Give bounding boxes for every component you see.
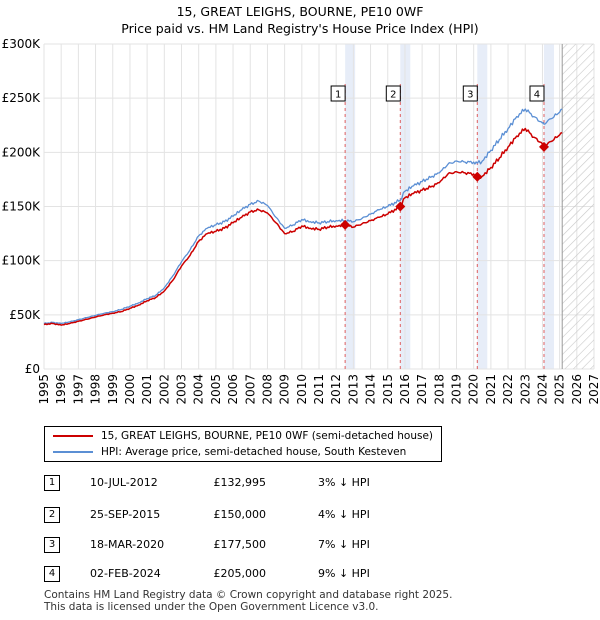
x-tick-label: 2001 <box>140 374 154 405</box>
transaction-number: 4 <box>44 566 60 582</box>
x-tick-label: 2002 <box>157 374 171 405</box>
y-axis-labels: £0 £50K £100K £150K £200K £250K £300K <box>2 37 42 376</box>
x-tick-label: 2016 <box>398 374 412 405</box>
x-tick-label: 2005 <box>209 374 223 405</box>
x-tick-label: 1996 <box>54 374 68 405</box>
x-tick-label: 2014 <box>364 374 378 405</box>
transaction-price: £205,000 <box>213 567 267 580</box>
x-tick-label: 2019 <box>450 374 464 405</box>
chart-title: 15, GREAT LEIGHS, BOURNE, PE10 0WF Price… <box>0 3 600 37</box>
transaction-date: 02-FEB-2024 <box>90 567 161 580</box>
transaction-price: £177,500 <box>213 538 267 551</box>
x-tick-label: 2009 <box>278 374 292 405</box>
transaction-date: 18-MAR-2020 <box>90 538 165 551</box>
x-tick-label: 1998 <box>89 374 103 405</box>
subtitle-line: Price paid vs. HM Land Registry's House … <box>121 21 479 36</box>
event-label-box <box>462 85 478 102</box>
event-marker <box>472 171 483 182</box>
x-tick-label: 2000 <box>123 374 137 405</box>
event-label-text: 3 <box>467 90 473 101</box>
event-marker <box>538 141 549 152</box>
legend-label-hpi: HPI: Average price, semi-detached house,… <box>101 446 407 458</box>
transaction-hpi-diff: 9% ↓ HPI <box>318 567 370 580</box>
event-markers <box>340 141 549 230</box>
y-tick-label: £100K <box>2 254 42 268</box>
footer-line: This data is licensed under the Open Gov… <box>44 601 379 613</box>
transaction-price: £132,995 <box>213 476 267 489</box>
legend-label-property: 15, GREAT LEIGHS, BOURNE, PE10 0WF (semi… <box>101 430 433 442</box>
event-label-text: 4 <box>534 90 540 101</box>
y-tick-label: £300K <box>2 37 42 51</box>
y-tick-label: £0 <box>25 362 40 376</box>
x-tick-label: 2003 <box>175 374 189 405</box>
x-tick-label: 2015 <box>381 374 395 405</box>
event-label-text: 2 <box>390 90 396 101</box>
transaction-date: 10-JUL-2012 <box>90 476 158 489</box>
legend-swatch-property <box>53 435 93 437</box>
x-tick-label: 2010 <box>295 374 309 405</box>
x-tick-label: 2007 <box>243 374 257 405</box>
price-chart: 1 2 3 4 1995 1996 1997 1998 1999 2000 2001 2002 200… <box>2 37 600 405</box>
legend-item-property: 15, GREAT LEIGHS, BOURNE, PE10 0WF (semi… <box>45 428 433 444</box>
event-lines <box>344 44 563 369</box>
x-tick-label: 2026 <box>570 374 584 405</box>
x-tick-label: 2004 <box>192 374 206 405</box>
x-tick-label: 2020 <box>467 374 481 405</box>
transaction-number: 2 <box>44 507 60 523</box>
x-tick-label: 2017 <box>415 374 429 405</box>
event-marker <box>395 201 406 212</box>
x-tick-label: 1997 <box>71 374 85 405</box>
table-row: 3 18-MAR-2020 £177,500 7% ↓ HPI <box>0 537 600 555</box>
x-tick-label: 2025 <box>553 374 567 405</box>
event-marker <box>340 219 351 230</box>
forecast-hatch-area <box>562 44 594 369</box>
table-row: 1 10-JUL-2012 £132,995 3% ↓ HPI <box>0 475 600 493</box>
footer: Contains HM Land Registry data © Crown c… <box>44 589 452 613</box>
x-tick-label: 2006 <box>226 374 240 405</box>
x-tick-label: 2024 <box>535 374 549 405</box>
x-tick-label: 2013 <box>346 374 360 405</box>
x-tick-label: 2012 <box>329 374 343 405</box>
x-tick-label: 2021 <box>484 374 498 405</box>
title-line: 15, GREAT LEIGHS, BOURNE, PE10 0WF <box>176 4 424 19</box>
legend: 15, GREAT LEIGHS, BOURNE, PE10 0WF (semi… <box>44 426 442 462</box>
legend-item-hpi: HPI: Average price, semi-detached house,… <box>45 444 406 460</box>
x-tick-label: 1995 <box>37 374 51 405</box>
x-tick-label: 2022 <box>501 374 515 405</box>
event-labels: 1 2 3 4 <box>330 85 545 102</box>
y-tick-label: £200K <box>2 145 42 159</box>
y-tick-label: £150K <box>2 200 42 214</box>
transaction-number: 3 <box>44 537 60 553</box>
x-axis-labels: 1995 1996 1997 1998 1999 2000 2001 2002 2003 2004… <box>37 374 600 405</box>
x-tick-label: 2023 <box>518 374 532 405</box>
transaction-price: £150,000 <box>213 508 267 521</box>
transaction-number: 1 <box>44 475 60 491</box>
event-label-box <box>385 85 401 102</box>
transaction-hpi-diff: 4% ↓ HPI <box>318 508 370 521</box>
legend-swatch-hpi <box>53 451 93 453</box>
x-tick-label: 2008 <box>260 374 274 405</box>
transaction-hpi-diff: 7% ↓ HPI <box>318 538 370 551</box>
transaction-date: 25-SEP-2015 <box>90 508 161 521</box>
x-tick-label: 2011 <box>312 374 326 405</box>
series-line-hpi <box>43 108 563 325</box>
footer-line: Contains HM Land Registry data © Crown c… <box>44 589 453 601</box>
event-label-box <box>330 85 346 102</box>
x-tick-label: 1999 <box>106 374 120 405</box>
event-label-box <box>529 85 545 102</box>
transaction-hpi-diff: 3% ↓ HPI <box>318 476 370 489</box>
y-tick-label: £50K <box>9 308 41 322</box>
y-tick-label: £250K <box>2 91 42 105</box>
x-tick-label: 2018 <box>432 374 446 405</box>
event-label-text: 1 <box>335 90 341 101</box>
table-row: 4 02-FEB-2024 £205,000 9% ↓ HPI <box>0 566 600 584</box>
x-tick-label: 2027 <box>587 374 600 405</box>
table-row: 2 25-SEP-2015 £150,000 4% ↓ HPI <box>0 507 600 525</box>
